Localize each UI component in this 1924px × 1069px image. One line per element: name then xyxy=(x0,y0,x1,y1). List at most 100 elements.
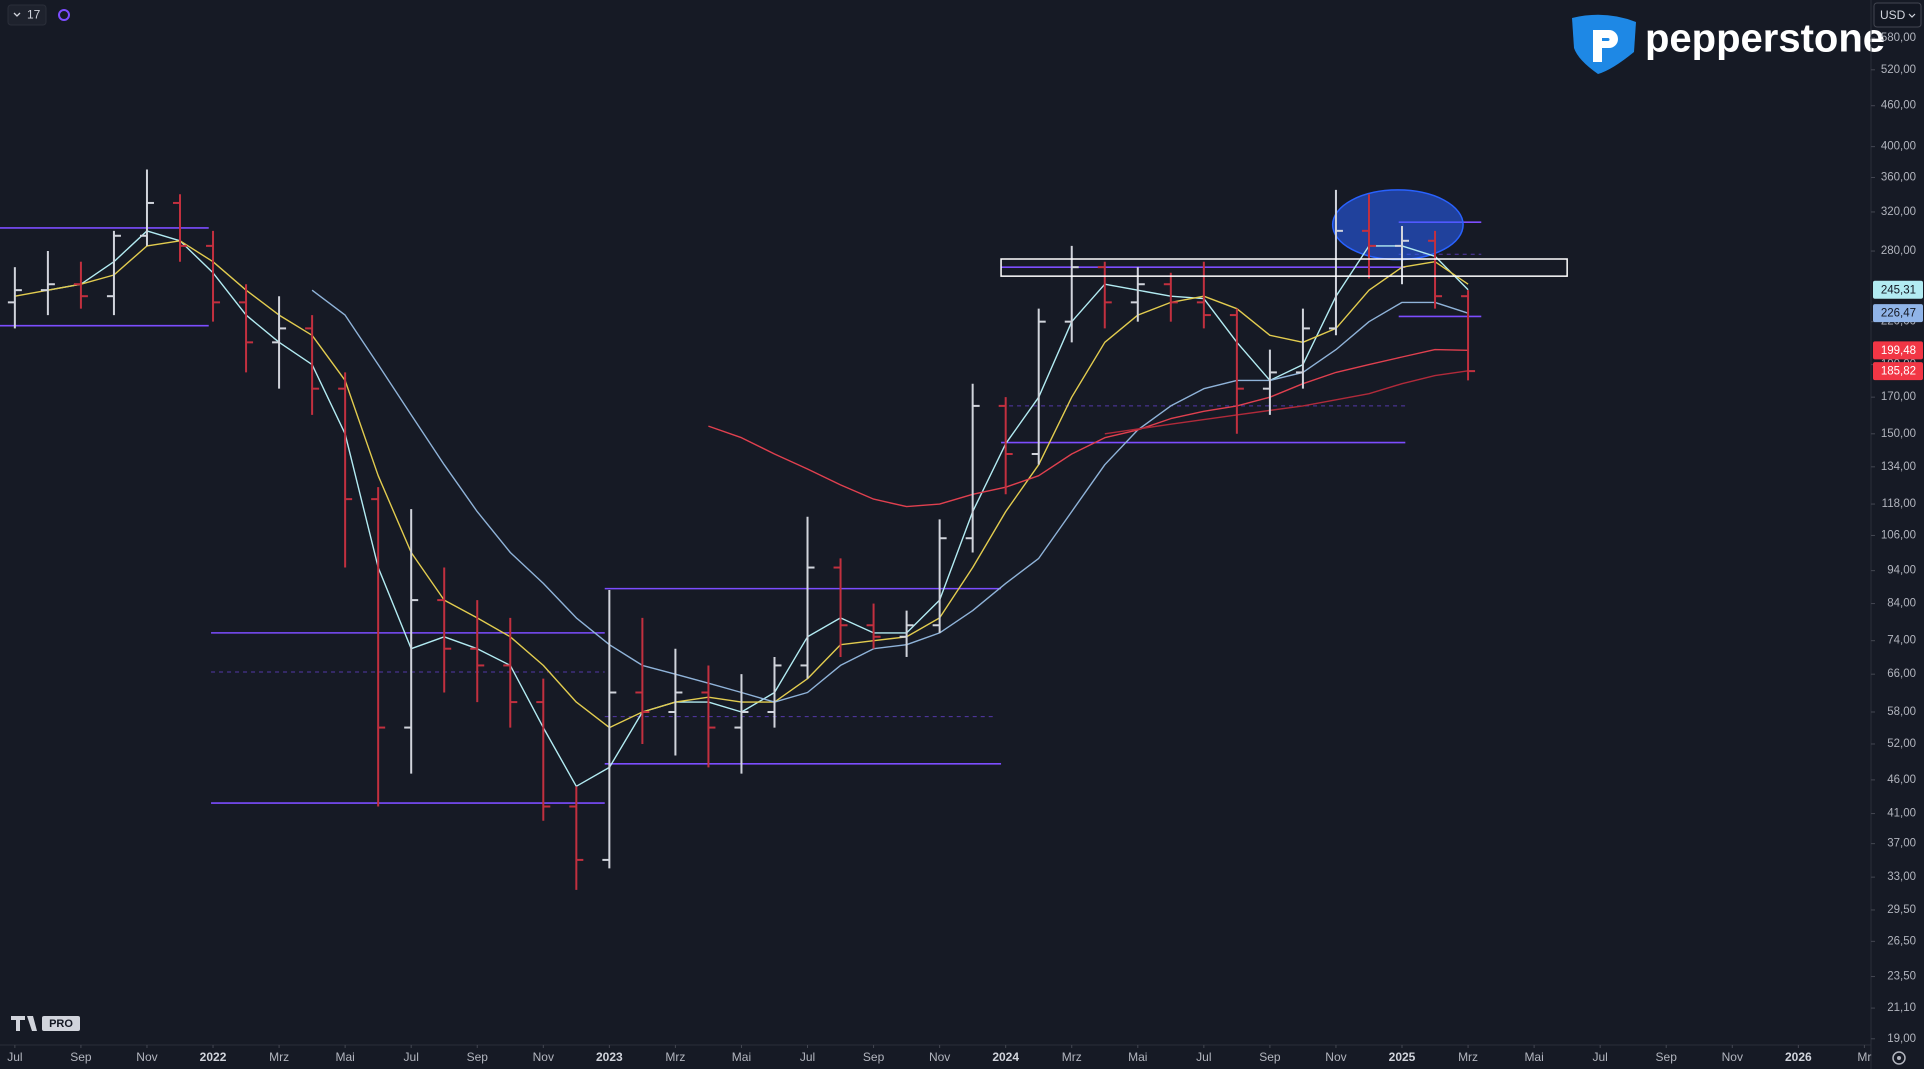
price-badge-label: 245,31 xyxy=(1881,284,1916,296)
y-tick-label: 580,00 xyxy=(1881,32,1916,44)
x-tick-label: Mr xyxy=(1857,1050,1871,1064)
plot-area xyxy=(0,169,1568,890)
ohlc-bar xyxy=(536,678,551,821)
ohlc-bar xyxy=(470,600,485,703)
logo: pepperstone xyxy=(1572,14,1885,75)
x-tick-label: Mrz xyxy=(1062,1050,1082,1064)
price-badge-label: 199,48 xyxy=(1881,345,1916,357)
x-tick-label: 2026 xyxy=(1785,1050,1812,1064)
indicator-icon[interactable] xyxy=(58,9,70,21)
zone-box xyxy=(1000,258,1568,277)
y-tick-label: 280,00 xyxy=(1881,245,1916,257)
price-badge-label: 185,82 xyxy=(1881,366,1916,378)
x-tick-label: Nov xyxy=(1722,1050,1743,1064)
y-tick-label: 520,00 xyxy=(1881,64,1916,76)
x-tick-label: Mrz xyxy=(269,1050,289,1064)
button-frame[interactable] xyxy=(1873,2,1922,28)
ohlc-bar xyxy=(1262,349,1277,415)
y-tick-label: 320,00 xyxy=(1881,206,1916,218)
ohlc-bar xyxy=(1461,290,1476,381)
settings-icon[interactable] xyxy=(1892,1051,1906,1065)
y-tick-label: 84,00 xyxy=(1887,598,1916,610)
ohlc-bar xyxy=(73,261,88,309)
ohlc-bar xyxy=(272,296,287,389)
y-tick-label: 150,00 xyxy=(1881,428,1916,440)
price-badge xyxy=(1873,304,1923,323)
ohlc-bar xyxy=(1428,230,1443,309)
x-tick-label: Jul xyxy=(404,1050,419,1064)
pro-label: PRO xyxy=(49,1018,73,1030)
chevron xyxy=(13,12,21,17)
ohlc-bar xyxy=(932,519,947,633)
button-frame[interactable] xyxy=(7,4,47,26)
y-tick-label: 400,00 xyxy=(1881,141,1916,153)
pro-badge xyxy=(42,1016,80,1031)
x-tick-label: Mai xyxy=(1128,1050,1147,1064)
x-tick-label: Sep xyxy=(1259,1050,1281,1064)
ohlc-bar xyxy=(404,509,419,774)
ohlc-bar xyxy=(1361,194,1376,279)
y-tick-label: 74,00 xyxy=(1887,635,1916,647)
y-tick-label: 37,00 xyxy=(1887,838,1916,850)
ohlc-bar xyxy=(866,603,881,649)
y-tick-label: 94,00 xyxy=(1887,565,1916,577)
x-tick-label: Sep xyxy=(70,1050,92,1064)
ohlc-bar xyxy=(371,487,386,807)
brand-name: pepperstone xyxy=(1645,17,1885,61)
moving-average xyxy=(311,289,1469,703)
x-tick-label: Mrz xyxy=(665,1050,685,1064)
ohlc-bar xyxy=(569,786,584,890)
ohlc-bar xyxy=(206,230,221,322)
y-tick-label: 33,00 xyxy=(1887,871,1916,883)
x-tick-label: 2023 xyxy=(596,1050,623,1064)
moving-average xyxy=(1104,370,1469,435)
y-tick-label: 46,00 xyxy=(1887,774,1916,786)
y-tick-label: 118,00 xyxy=(1882,498,1916,510)
x-tick-label: Nov xyxy=(1325,1050,1346,1064)
x-tick-label: 2024 xyxy=(992,1050,1019,1064)
ohlc-bar xyxy=(172,194,187,262)
gear-hub xyxy=(1897,1056,1901,1060)
ohlc-bar xyxy=(139,169,154,246)
ohlc-bar xyxy=(1328,189,1343,336)
moving-average xyxy=(708,348,1469,508)
ohlc-bar xyxy=(1163,272,1178,322)
ohlc-bar xyxy=(767,656,782,728)
ohlc-bar xyxy=(899,610,914,657)
tv-logo: PRO xyxy=(11,1016,80,1031)
ohlc-bar xyxy=(1097,261,1112,329)
y-tick-label: 29,50 xyxy=(1887,904,1916,916)
x-tick-label: Nov xyxy=(533,1050,554,1064)
y-tick-label: 52,00 xyxy=(1887,738,1916,750)
x-tick-label: Mai xyxy=(1524,1050,1543,1064)
highlight-ellipse xyxy=(1331,189,1464,261)
ohlc-bar xyxy=(965,383,980,553)
x-tick-label: Sep xyxy=(1656,1050,1678,1064)
ohlc-bar xyxy=(338,372,353,568)
ohlc-bar xyxy=(1295,308,1310,389)
price-badge-label: 226,47 xyxy=(1881,308,1916,320)
x-tick-label: Nov xyxy=(136,1050,157,1064)
gear-ring[interactable] xyxy=(1892,1051,1906,1065)
y-tick-label: 66,00 xyxy=(1887,668,1916,680)
y-tick-label: 41,00 xyxy=(1887,808,1916,820)
ohlc-bar xyxy=(40,251,55,316)
x-tick-label: Jul xyxy=(1196,1050,1211,1064)
ohlc-bar xyxy=(998,397,1013,495)
y-tick-label: 26,50 xyxy=(1887,935,1916,947)
currency-button[interactable]: USD xyxy=(1873,2,1922,28)
tv-mark xyxy=(11,1016,37,1031)
interval-button[interactable]: 17 xyxy=(7,4,47,26)
ohlc-bar xyxy=(106,230,121,316)
x-tick-label: 2025 xyxy=(1389,1050,1416,1064)
y-tick-label: 19,00 xyxy=(1887,1033,1916,1045)
ohlc-bar xyxy=(1395,226,1410,285)
y-tick-label: 23,50 xyxy=(1887,971,1916,983)
ohlc-bar xyxy=(1196,261,1211,329)
x-tick-label: 2022 xyxy=(200,1050,227,1064)
ohlc-bar xyxy=(800,516,815,679)
ohlc-bar xyxy=(734,674,749,774)
ohlc-bar xyxy=(1064,245,1079,343)
y-tick-label: 106,00 xyxy=(1881,529,1916,541)
logo-p xyxy=(1593,30,1618,62)
